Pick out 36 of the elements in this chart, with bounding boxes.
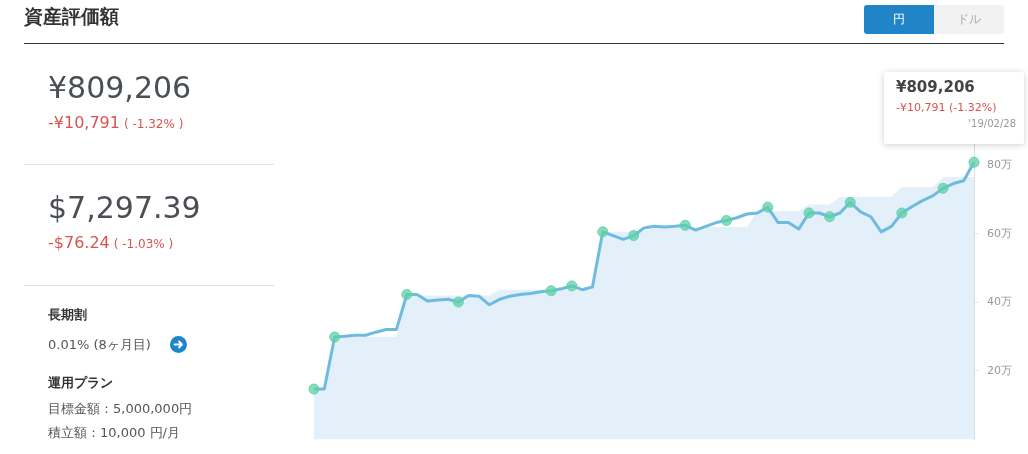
text: 資産評価額 xyxy=(24,4,119,29)
annotation: ¥809,206 xyxy=(896,78,975,96)
point xyxy=(721,215,732,227)
point xyxy=(762,201,774,213)
text: 運用プラン xyxy=(48,374,113,392)
text: $7,297.39 xyxy=(48,190,201,225)
point xyxy=(968,156,980,168)
text: -$76.24 xyxy=(48,233,110,252)
text: 0.01% (8ヶ月目) xyxy=(48,336,151,354)
point xyxy=(566,280,578,292)
annotation: -¥10,791 (-1.32%) xyxy=(896,101,997,114)
text: ( -1.32% ) xyxy=(123,117,184,131)
point xyxy=(597,226,609,238)
text: ¥809,206 xyxy=(48,70,192,105)
point xyxy=(824,211,836,223)
y-tick-label: 40万 xyxy=(987,295,1012,309)
annotation: '19/02/28 xyxy=(968,118,1016,129)
point xyxy=(937,182,949,194)
y-tick-label: 20万 xyxy=(987,363,1012,377)
point xyxy=(803,207,815,219)
y-tick-label: 80万 xyxy=(987,158,1012,172)
y-tick-label: 60万 xyxy=(987,226,1012,240)
point xyxy=(329,331,341,343)
text: ( -1.03% ) xyxy=(113,237,174,251)
point xyxy=(452,296,464,308)
point xyxy=(545,285,557,297)
point xyxy=(844,196,856,208)
text: -¥10,791 xyxy=(48,113,120,132)
point xyxy=(679,219,691,231)
text: 積立額：10,000 円/月 xyxy=(48,424,180,442)
text: 長期割 xyxy=(48,306,87,324)
point xyxy=(308,383,320,395)
point xyxy=(896,207,908,219)
point xyxy=(628,230,640,242)
text: 目標金額：5,000,000円 xyxy=(48,400,193,418)
point xyxy=(401,289,413,301)
